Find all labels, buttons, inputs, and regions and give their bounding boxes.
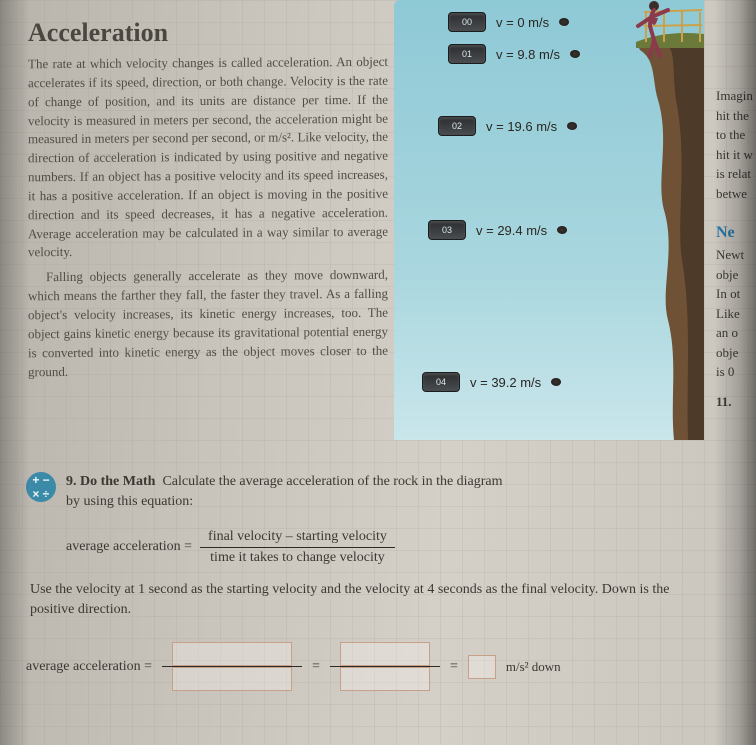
- rock-icon: [557, 226, 567, 234]
- frame-row: 04 v = 39.2 m/s: [422, 372, 561, 392]
- falling-rock-diagram: 00 v = 0 m/s 01 v = 9.8 m/s 02 v = 19.6 …: [394, 0, 704, 440]
- velocity-label: v = 19.6 m/s: [486, 119, 557, 134]
- time-counter: 03: [428, 220, 466, 240]
- equation-denominator: time it takes to change velocity: [210, 548, 385, 566]
- blank-input[interactable]: [172, 642, 292, 666]
- frame-row: 00 v = 0 m/s: [448, 12, 569, 32]
- cut-line: an o: [716, 323, 756, 343]
- answer-line: average acceleration = = = m/s² down: [26, 642, 706, 691]
- time-counter: 04: [422, 372, 460, 392]
- frame-row: 02 v = 19.6 m/s: [438, 116, 577, 136]
- body-text: The rate at which velocity changes is ca…: [28, 53, 388, 382]
- person-icon: [620, 0, 700, 76]
- rock-icon: [567, 122, 577, 130]
- cut-line: Like: [716, 304, 756, 324]
- blank-input[interactable]: [340, 667, 430, 691]
- answer-lhs: average acceleration =: [26, 659, 152, 675]
- cut-line: hit it w: [716, 145, 756, 165]
- answer-fraction-2: [330, 642, 440, 691]
- cut-line: is relat: [716, 164, 756, 184]
- cut-line: is 0: [716, 362, 756, 382]
- time-counter: 02: [438, 116, 476, 136]
- cut-line: 11.: [716, 392, 756, 412]
- answer-fraction-1: [162, 642, 302, 691]
- rock-icon: [570, 50, 580, 58]
- velocity-label: v = 29.4 m/s: [476, 223, 547, 238]
- question-prompt-1: Calculate the average acceleration of th…: [162, 474, 502, 489]
- question-prompt-2: by using this equation:: [66, 494, 193, 509]
- question-number: 9.: [66, 474, 77, 489]
- question-block: + −× ÷ 9. Do the Math Calculate the aver…: [26, 472, 706, 691]
- velocity-label: v = 39.2 m/s: [470, 375, 541, 390]
- rock-icon: [559, 18, 569, 26]
- equation-lhs: average acceleration =: [66, 539, 192, 555]
- frame-row: 03 v = 29.4 m/s: [428, 220, 567, 240]
- answer-unit: m/s² down: [506, 659, 561, 675]
- equals-sign: =: [312, 659, 320, 675]
- equation: average acceleration = final velocity – …: [66, 529, 706, 566]
- blank-input[interactable]: [468, 655, 496, 679]
- cut-line: betwe: [716, 184, 756, 204]
- velocity-label: v = 0 m/s: [496, 15, 549, 30]
- cut-heading: Ne: [716, 221, 756, 245]
- velocity-label: v = 9.8 m/s: [496, 47, 560, 62]
- question-text: 9. Do the Math Calculate the average acc…: [66, 472, 503, 513]
- blank-input[interactable]: [340, 642, 430, 666]
- frame-row: 01 v = 9.8 m/s: [448, 44, 580, 64]
- cut-line: Newt: [716, 245, 756, 265]
- blank-input[interactable]: [172, 667, 292, 691]
- equals-sign: =: [450, 659, 458, 675]
- cut-line: obje: [716, 343, 756, 363]
- cut-line: Imagin: [716, 86, 756, 106]
- equation-numerator: final velocity – starting velocity: [200, 529, 395, 548]
- right-page-cutoff: Imagin hit the to the hit it w is relat …: [716, 86, 756, 411]
- time-counter: 00: [448, 12, 486, 32]
- cut-line: hit the: [716, 106, 756, 126]
- question-instructions: Use the velocity at 1 second as the star…: [30, 580, 706, 621]
- math-icon: + −× ÷: [26, 472, 56, 502]
- equation-fraction: final velocity – starting velocity time …: [200, 529, 395, 566]
- rock-icon: [551, 378, 561, 386]
- question-label: Do the Math: [80, 474, 155, 489]
- paragraph-1: The rate at which velocity changes is ca…: [28, 53, 388, 263]
- time-counter: 01: [448, 44, 486, 64]
- paragraph-2: Falling objects generally accelerate as …: [28, 266, 388, 382]
- cut-line: In ot: [716, 284, 756, 304]
- cut-line: to the: [716, 125, 756, 145]
- cut-line: obje: [716, 265, 756, 285]
